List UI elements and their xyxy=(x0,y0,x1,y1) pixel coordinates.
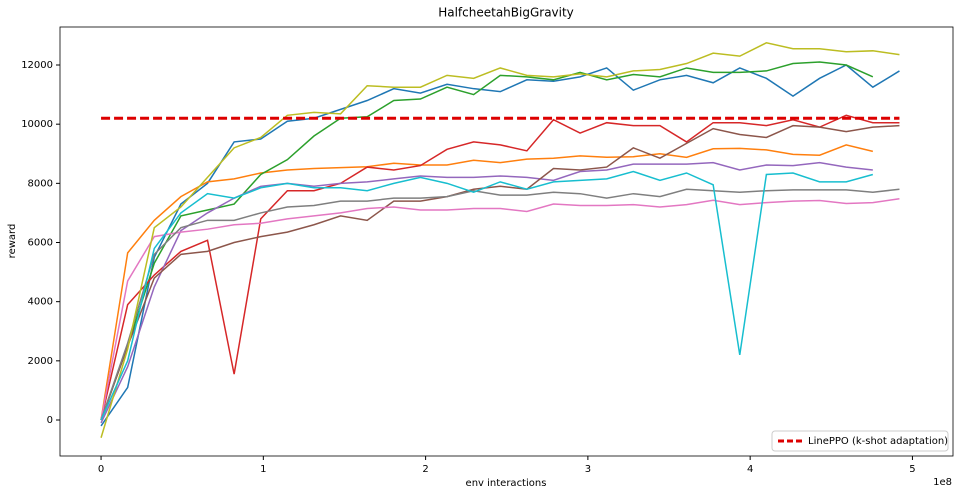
legend-label: LinePPO (k-shot adaptation) xyxy=(808,436,948,447)
y-tick-label: 10000 xyxy=(21,119,53,130)
legend: LinePPO (k-shot adaptation) xyxy=(771,430,949,452)
legend-box xyxy=(771,430,949,452)
series-line xyxy=(100,64,900,427)
plot-area xyxy=(59,26,954,457)
y-tick-label: 4000 xyxy=(28,297,53,308)
series-line xyxy=(100,188,900,421)
series-line xyxy=(100,124,900,421)
series-line xyxy=(100,170,874,421)
x-tick-label: 2 xyxy=(422,464,428,475)
y-tick-label: 8000 xyxy=(28,178,53,189)
series-line xyxy=(100,197,900,421)
y-tick-label: 6000 xyxy=(28,238,53,249)
y-tick-label: 2000 xyxy=(28,356,53,367)
series-line xyxy=(100,114,900,421)
series-line xyxy=(100,144,874,421)
series-line xyxy=(100,161,873,424)
series-line xyxy=(100,61,874,421)
x-tick-label: 4 xyxy=(747,464,753,475)
x-tick-label: 0 xyxy=(98,464,104,475)
y-axis-label: reward xyxy=(7,224,18,259)
y-tick-label: 12000 xyxy=(21,60,53,71)
x-offset-label: 1e8 xyxy=(933,477,952,488)
series-line xyxy=(100,42,900,438)
x-tick-label: 3 xyxy=(585,464,591,475)
x-tick-label: 5 xyxy=(909,464,915,475)
x-tick-label: 1 xyxy=(260,464,266,475)
chart-title: HalfcheetahBigGravity xyxy=(438,6,574,20)
y-tick-label: 0 xyxy=(47,415,53,426)
x-axis-label: env interactions xyxy=(466,478,547,489)
